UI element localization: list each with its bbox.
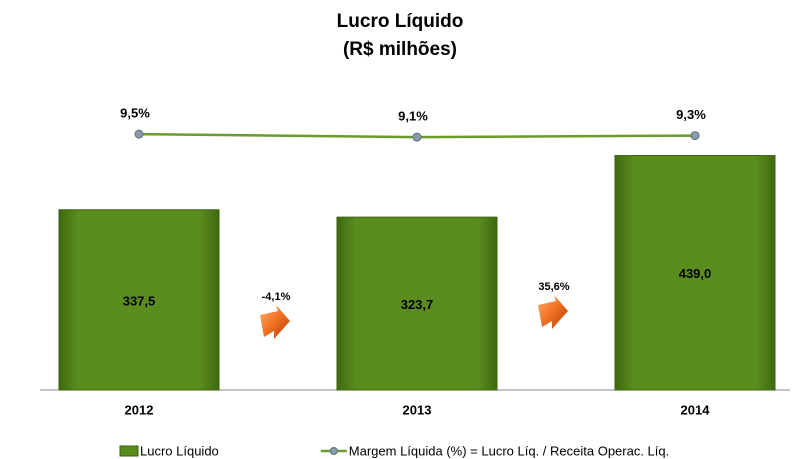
line-value-label: 9,3% — [676, 107, 706, 122]
line-value-label: 9,5% — [120, 106, 150, 121]
line-value-label: 9,1% — [398, 109, 428, 124]
bar-value-label: 439,0 — [679, 266, 712, 281]
chart-title: Lucro Líquido — [337, 11, 464, 32]
line-marker — [690, 131, 700, 141]
legend-swatch — [119, 445, 139, 457]
bar — [58, 209, 220, 391]
bar-value-label: 337,5 — [123, 293, 156, 308]
growth-arrow — [260, 305, 290, 339]
line-marker — [134, 129, 144, 139]
x-tick-label: 2014 — [681, 402, 711, 417]
legend-swatch — [329, 447, 338, 455]
legend-label: Margem Líquida (%) = Lucro Líq. / Receit… — [349, 443, 669, 458]
line-marker — [412, 132, 422, 142]
legend-label: Lucro Líquido — [140, 443, 219, 458]
growth-arrow — [538, 295, 568, 329]
bar-value-label: 323,7 — [401, 297, 434, 312]
chart-subtitle: (R$ milhões) — [343, 39, 457, 60]
x-tick-label: 2012 — [125, 402, 154, 417]
bar — [336, 216, 498, 391]
growth-label: 35,6% — [538, 281, 569, 293]
growth-label: -4,1% — [262, 291, 291, 303]
x-tick-label: 2013 — [403, 402, 432, 417]
bar — [614, 155, 776, 391]
